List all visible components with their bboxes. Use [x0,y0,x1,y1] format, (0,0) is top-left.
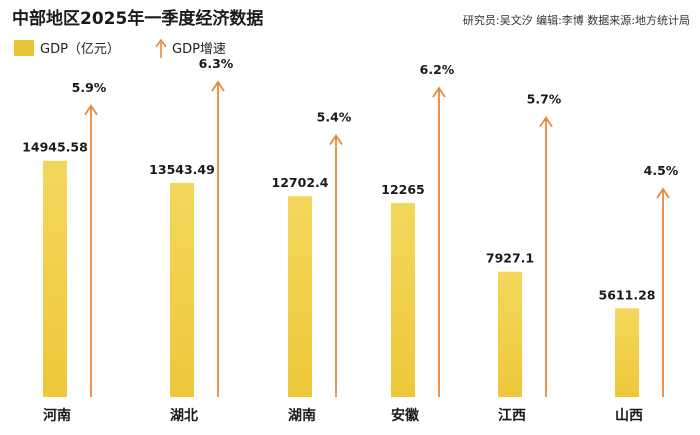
legend-growth-arrow-icon [155,38,167,58]
growth-value-label-4: 5.7% [527,92,562,107]
growth-value-label-3: 6.2% [420,62,455,77]
gdp-bar-5 [615,308,639,397]
chart-title: 中部地区2025年一季度经济数据 [12,8,263,29]
growth-value-label-5: 4.5% [644,163,679,178]
growth-arrow-4 [539,116,553,397]
category-label-2: 湖南 [288,407,316,424]
legend-gdp-label: GDP（亿元） [40,42,120,57]
category-label-5: 山西 [615,408,643,424]
growth-arrow-1 [211,80,225,397]
category-label-0: 河南 [43,407,71,424]
gdp-value-label-3: 12265 [381,182,425,197]
category-label-1: 湖北 [170,408,198,424]
gdp-value-label-5: 5611.28 [599,287,656,302]
gdp-value-label-1: 13543.49 [149,162,215,177]
data-labels: 14945.58 5.9% 13543.49 6.3% 12702.4 5.4% 12265… [22,56,679,302]
gdp-bar-1 [170,182,194,397]
growth-value-label-0: 5.9% [72,80,107,95]
growth-arrow-5 [656,187,670,397]
category-label-3: 安徽 [391,407,420,424]
gdp-bar-0 [43,160,67,397]
gdp-value-label-2: 12702.4 [272,175,329,190]
legend-growth-label: GDP增速 [172,42,226,57]
credits-text: 研究员:吴文汐 编辑:李博 数据来源:地方统计局 [463,13,690,27]
legend-gdp-swatch [14,40,34,56]
growth-arrow-0 [84,104,98,397]
gdp-bar-2 [288,196,312,397]
legend: GDP（亿元） GDP增速 [14,38,226,58]
growth-value-label-2: 5.4% [317,110,352,125]
gdp-bar-4 [498,271,522,397]
gdp-value-label-0: 14945.58 [22,140,88,155]
gdp-bar-3 [391,203,415,397]
gdp-value-label-4: 7927.1 [486,251,534,266]
growth-arrow-2 [329,133,343,397]
growth-arrow-3 [432,86,446,397]
growth-value-label-1: 6.3% [199,56,234,71]
category-labels: 河南 湖北 湖南 安徽 江西 山西 [43,407,643,424]
gdp-bars [43,160,639,397]
category-label-4: 江西 [498,407,526,424]
growth-arrows [84,80,670,397]
